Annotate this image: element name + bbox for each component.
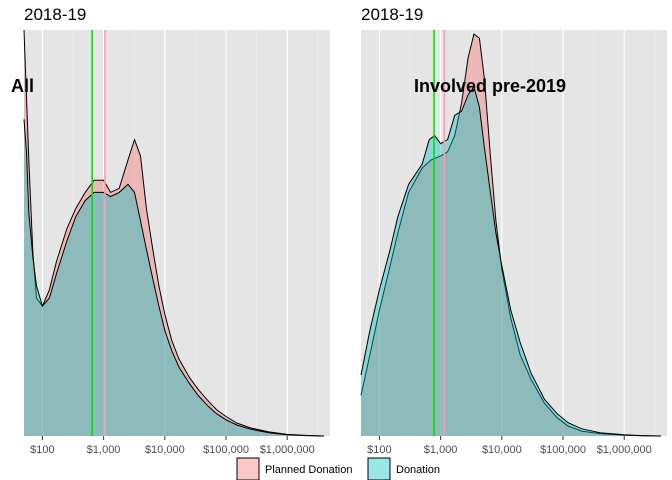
x-tick-label: $100,000: [540, 444, 586, 456]
density-outline-planned-donation: [360, 33, 662, 437]
panel-1-gridlines: [41, 30, 319, 436]
panel-2-title: 2018-19: [361, 5, 423, 24]
panel-2-density-areas: [360, 33, 662, 437]
panel-involved: 2018-19 $100 $1,000 $10,000 $100,000 $1,000,…: [360, 5, 667, 456]
density-outline-donation: [360, 85, 662, 437]
x-tick-label: $10,000: [482, 444, 522, 456]
panel-1-title: 2018-19: [24, 5, 86, 24]
panel-2-background: [361, 30, 667, 436]
x-tick-label: $1,000: [424, 444, 458, 456]
panel-1-annotation: All: [11, 76, 34, 96]
panel-all: 2018-19 $100 $1,000 $10,000 $100,000 $1,000,…: [11, 5, 330, 456]
legend: Planned Donation Donation: [236, 457, 440, 480]
x-tick-label: $1,000,000: [597, 444, 652, 456]
panel-1-x-axis: $100 $1,000 $10,000 $100,000 $1,000,000: [30, 436, 315, 456]
x-tick-label: $1,000: [87, 444, 121, 456]
density-outline-donation: [23, 119, 325, 437]
density-area-planned-donation: [24, 30, 325, 436]
legend-label-donation: Donation: [396, 464, 440, 476]
panel-2-gridlines: [378, 30, 656, 436]
panel-1-reference-lines: [91, 30, 106, 436]
density-area-donation: [24, 119, 325, 437]
panel-1-background: [24, 30, 330, 436]
panel-2-reference-lines: [433, 30, 446, 436]
panel-2-annotation: Involved pre-2019: [414, 76, 566, 96]
legend-key-planned-donation: [236, 457, 260, 480]
x-tick-label: $1,000,000: [260, 444, 315, 456]
density-area-planned-donation: [361, 34, 662, 436]
panel-2-x-axis: $100 $1,000 $10,000 $100,000 $1,000,000: [367, 436, 652, 456]
density-outline-planned-donation: [23, 29, 325, 437]
legend-key-donation: [367, 457, 391, 480]
x-tick-label: $100: [30, 444, 54, 456]
x-tick-label: $100: [367, 444, 391, 456]
legend-label-planned-donation: Planned Donation: [265, 464, 352, 476]
x-tick-label: $10,000: [145, 444, 185, 456]
density-area-donation: [361, 86, 662, 437]
x-tick-label: $100,000: [203, 444, 249, 456]
panel-1-density-areas: [23, 29, 325, 437]
